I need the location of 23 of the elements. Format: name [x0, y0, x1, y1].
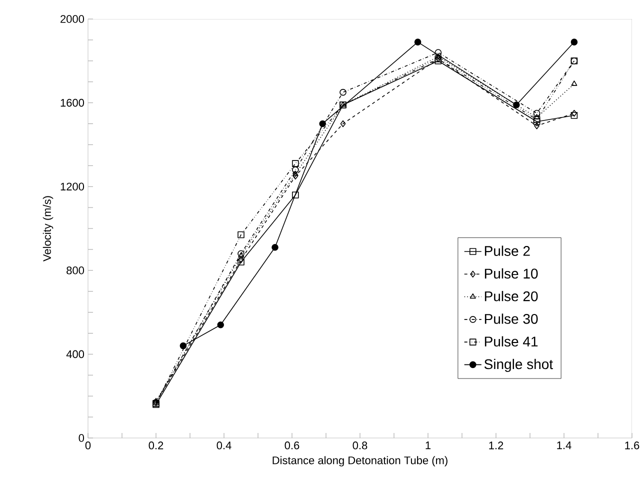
legend-label: Pulse 30 [484, 314, 538, 324]
x-tick-label: 0 [85, 442, 91, 450]
legend-label: Single shot [484, 358, 553, 372]
x-tick-label: 1 [426, 442, 431, 450]
y-tick-label: 1600 [60, 98, 84, 107]
x-tick-label: 0.4 [216, 442, 232, 450]
x-tick-label: 0.6 [284, 442, 300, 450]
x-tick-label: 1.2 [489, 442, 504, 450]
y-tick-label: 2000 [60, 15, 84, 23]
x-tick-label: 0.8 [352, 442, 368, 450]
y-axis-title: Velocity (m/s) [42, 196, 54, 262]
legend-label: Pulse 10 [484, 268, 538, 279]
x-tick-label: 1.6 [625, 442, 640, 450]
y-tick-label: 400 [66, 350, 84, 358]
x-axis-title: Distance along Detonation Tube (m) [272, 456, 448, 466]
x-tick-label: 1.4 [557, 442, 572, 450]
y-tick-label: 1200 [60, 182, 84, 190]
legend-label: Pulse 20 [484, 290, 538, 302]
legend-label: Pulse 2 [484, 246, 530, 256]
x-tick-label: 0.2 [148, 442, 164, 450]
y-tick-label: 800 [66, 266, 84, 274]
legend-label: Pulse 41 [484, 336, 538, 347]
y-tick-label: 0 [78, 434, 84, 442]
